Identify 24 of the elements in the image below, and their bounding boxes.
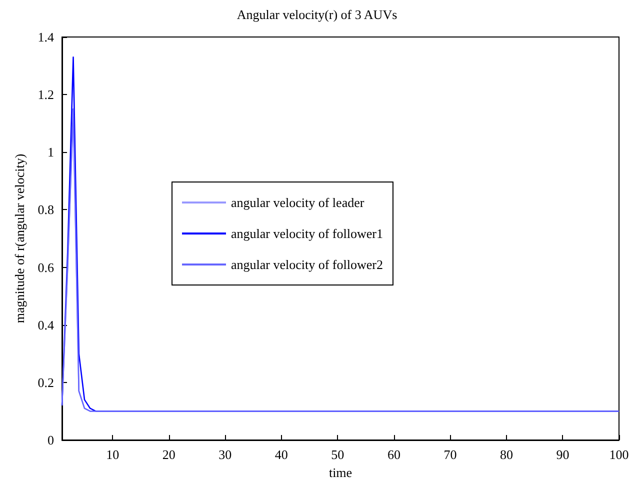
legend-label: angular velocity of leader [231,195,365,210]
chart-title: Angular velocity(r) of 3 AUVs [236,7,398,22]
y-tick-label: 1 [48,144,54,160]
y-tick-label: 0.2 [38,374,54,390]
x-tick-label: 50 [331,447,344,462]
x-tick-label: 60 [387,447,400,462]
x-tick-label: 100 [609,447,629,462]
y-tick-label: 0.8 [38,202,54,218]
legend-label: angular velocity of follower2 [231,257,383,272]
y-tick-label: 1.2 [38,87,54,102]
y-tick-label: 1.4 [38,30,54,44]
x-tick-label: 10 [106,447,120,462]
y-tick-label: 0.6 [38,260,54,275]
legend-label: angular velocity of follower1 [231,226,383,241]
x-tick-label: 70 [444,447,457,462]
y-tick-label: 0 [48,432,54,448]
x-tick-label: 40 [274,447,288,462]
y-axis-title: magnitude of r(angular velocity) [12,154,27,324]
y-tick-label: 0.4 [38,317,54,332]
x-tick-label: 80 [500,447,513,462]
x-axis-title: time [328,465,352,480]
x-tick-label: 90 [556,447,570,462]
x-tick-label: 30 [218,447,232,462]
x-tick-label: 20 [162,447,176,462]
